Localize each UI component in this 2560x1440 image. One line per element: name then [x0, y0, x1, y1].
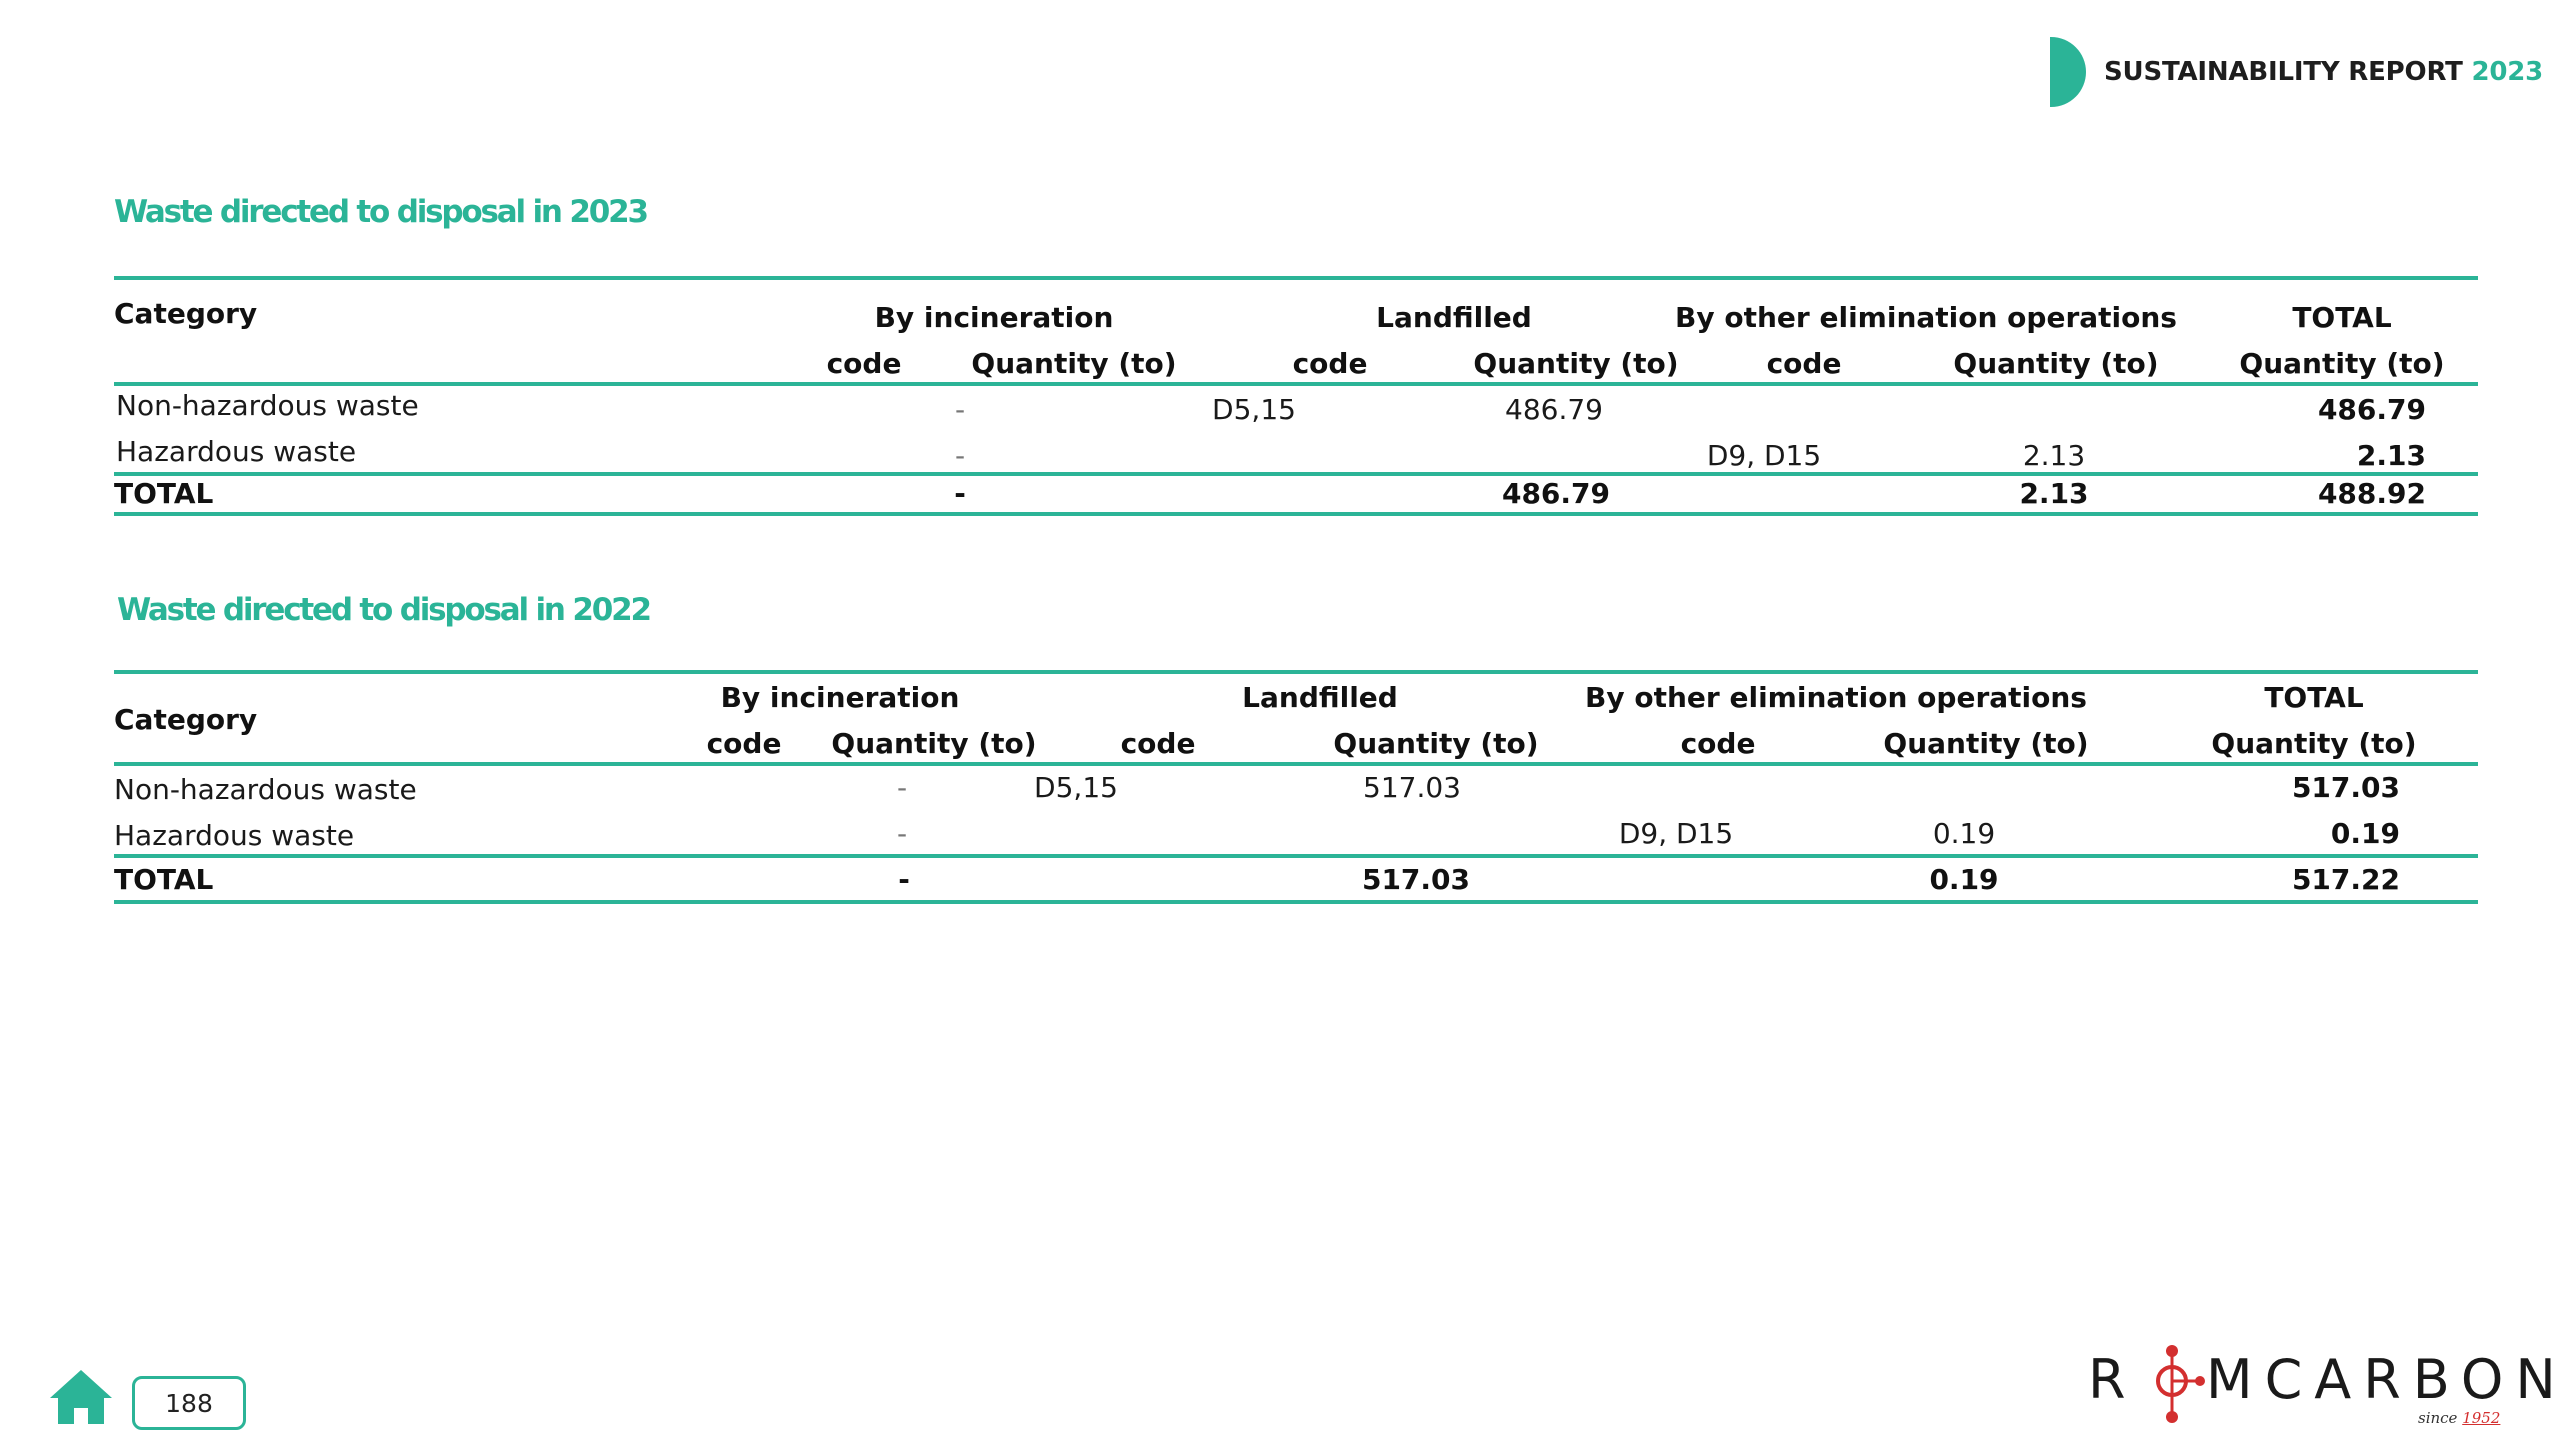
total-label: TOTAL	[114, 863, 214, 896]
logo-since-prefix: since	[2418, 1409, 2458, 1427]
waste-table-2022: Category By incineration Landfilled By o…	[114, 670, 2478, 910]
row-total-quantity: 486.79	[2317, 393, 2426, 426]
subheader-incineration-code: code	[706, 727, 782, 760]
section-title-2022: Waste directed to disposal in 2022	[117, 592, 652, 628]
row-incineration-quantity: -	[954, 439, 966, 472]
header-landfilled: Landfilled	[1242, 681, 1398, 714]
table-bottom-rule	[114, 900, 2478, 904]
header-category: Category	[114, 297, 258, 330]
subheader-other-quantity: Quantity (to)	[1883, 727, 2089, 760]
row-category: Non-hazardous waste	[114, 773, 417, 806]
table-bottom-rule	[114, 512, 2478, 516]
logo-since-year: 1952	[2462, 1409, 2501, 1427]
molecule-icon	[2156, 1345, 2205, 1423]
row-other-quantity: 2.13	[2022, 439, 2086, 472]
header-landfilled: Landfilled	[1376, 301, 1532, 334]
header-total: TOTAL	[2264, 681, 2364, 714]
report-year: 2023	[2471, 57, 2544, 87]
row-landfilled-code: D5,15	[1212, 393, 1296, 426]
subheader-incineration-quantity: Quantity (to)	[971, 347, 1177, 380]
row-total-quantity: 0.19	[2330, 817, 2400, 850]
subheader-landfilled-code: code	[1292, 347, 1368, 380]
row-other-code: D9, D15	[1706, 439, 1822, 472]
total-incineration-quantity: -	[954, 477, 966, 510]
subheader-other-quantity: Quantity (to)	[1953, 347, 2159, 380]
home-icon[interactable]	[48, 1368, 114, 1426]
table-header-rule	[114, 762, 2478, 766]
row-incineration-quantity: -	[896, 771, 908, 804]
report-label: SUSTAINABILITY REPORT	[2104, 57, 2463, 87]
table-top-rule	[114, 276, 2478, 280]
logo-text-right: MCARBON	[2206, 1348, 2560, 1411]
romcarbon-logo: R MCARBON since 1952	[2088, 1345, 2556, 1435]
header-other-elimination: By other elimination operations	[1675, 301, 2177, 334]
total-label: TOTAL	[114, 477, 214, 510]
logo-since: since 1952	[2418, 1409, 2500, 1427]
page-number: 188	[165, 1388, 213, 1418]
header-category: Category	[114, 703, 258, 736]
header-other-elimination: By other elimination operations	[1585, 681, 2087, 714]
subheader-incineration-code: code	[826, 347, 902, 380]
row-category: Hazardous waste	[116, 435, 357, 468]
row-incineration-quantity: -	[896, 817, 908, 850]
row-landfilled-quantity: 486.79	[1505, 393, 1603, 426]
subheader-landfilled-code: code	[1120, 727, 1196, 760]
total-grand-quantity: 517.22	[2291, 863, 2400, 896]
total-landfilled-quantity: 517.03	[1361, 863, 1471, 896]
page-number-box: 188	[132, 1376, 246, 1430]
header-incineration: By incineration	[720, 681, 960, 714]
row-landfilled-code: D5,15	[1034, 771, 1118, 804]
row-category: Hazardous waste	[114, 819, 355, 852]
total-grand-quantity: 488.92	[2317, 477, 2426, 510]
total-other-quantity: 0.19	[1929, 863, 1999, 896]
waste-table-2023: Category By incineration Landfilled By o…	[114, 276, 2478, 520]
logo-text-left: R	[2088, 1348, 2138, 1411]
row-other-code: D9, D15	[1618, 817, 1734, 850]
table-header-rule	[114, 382, 2478, 386]
row-total-quantity: 2.13	[2356, 439, 2426, 472]
total-other-quantity: 2.13	[2019, 477, 2089, 510]
subheader-landfilled-quantity: Quantity (to)	[1473, 347, 1679, 380]
total-incineration-quantity: -	[898, 863, 910, 896]
row-other-quantity: 0.19	[1932, 817, 1996, 850]
subheader-total-quantity: Quantity (to)	[2211, 727, 2417, 760]
subheader-other-code: code	[1680, 727, 1756, 760]
subheader-landfilled-quantity: Quantity (to)	[1333, 727, 1539, 760]
row-incineration-quantity: -	[954, 393, 966, 426]
total-landfilled-quantity: 486.79	[1501, 477, 1611, 510]
brand-half-circle-icon	[2050, 37, 2086, 107]
header-incineration: By incineration	[874, 301, 1114, 334]
row-category: Non-hazardous waste	[116, 389, 419, 422]
section-title-2023: Waste directed to disposal in 2023	[114, 194, 649, 230]
subheader-other-code: code	[1766, 347, 1842, 380]
row-total-quantity: 517.03	[2291, 771, 2400, 804]
subheader-incineration-quantity: Quantity (to)	[831, 727, 1037, 760]
table-total-rule	[114, 854, 2478, 858]
report-brand: SUSTAINABILITY REPORT 2023	[2050, 36, 2543, 108]
table-total-rule	[114, 472, 2478, 476]
subheader-total-quantity: Quantity (to)	[2239, 347, 2445, 380]
report-title: SUSTAINABILITY REPORT 2023	[2104, 57, 2543, 87]
row-landfilled-quantity: 517.03	[1363, 771, 1461, 804]
table-top-rule	[114, 670, 2478, 674]
header-total: TOTAL	[2292, 301, 2392, 334]
